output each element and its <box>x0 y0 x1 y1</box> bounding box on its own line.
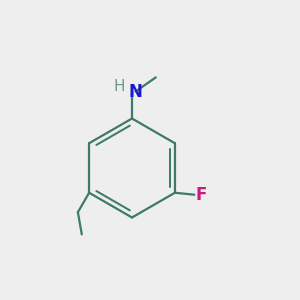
Text: H: H <box>114 79 125 94</box>
Text: N: N <box>128 82 142 100</box>
Text: F: F <box>195 186 207 204</box>
